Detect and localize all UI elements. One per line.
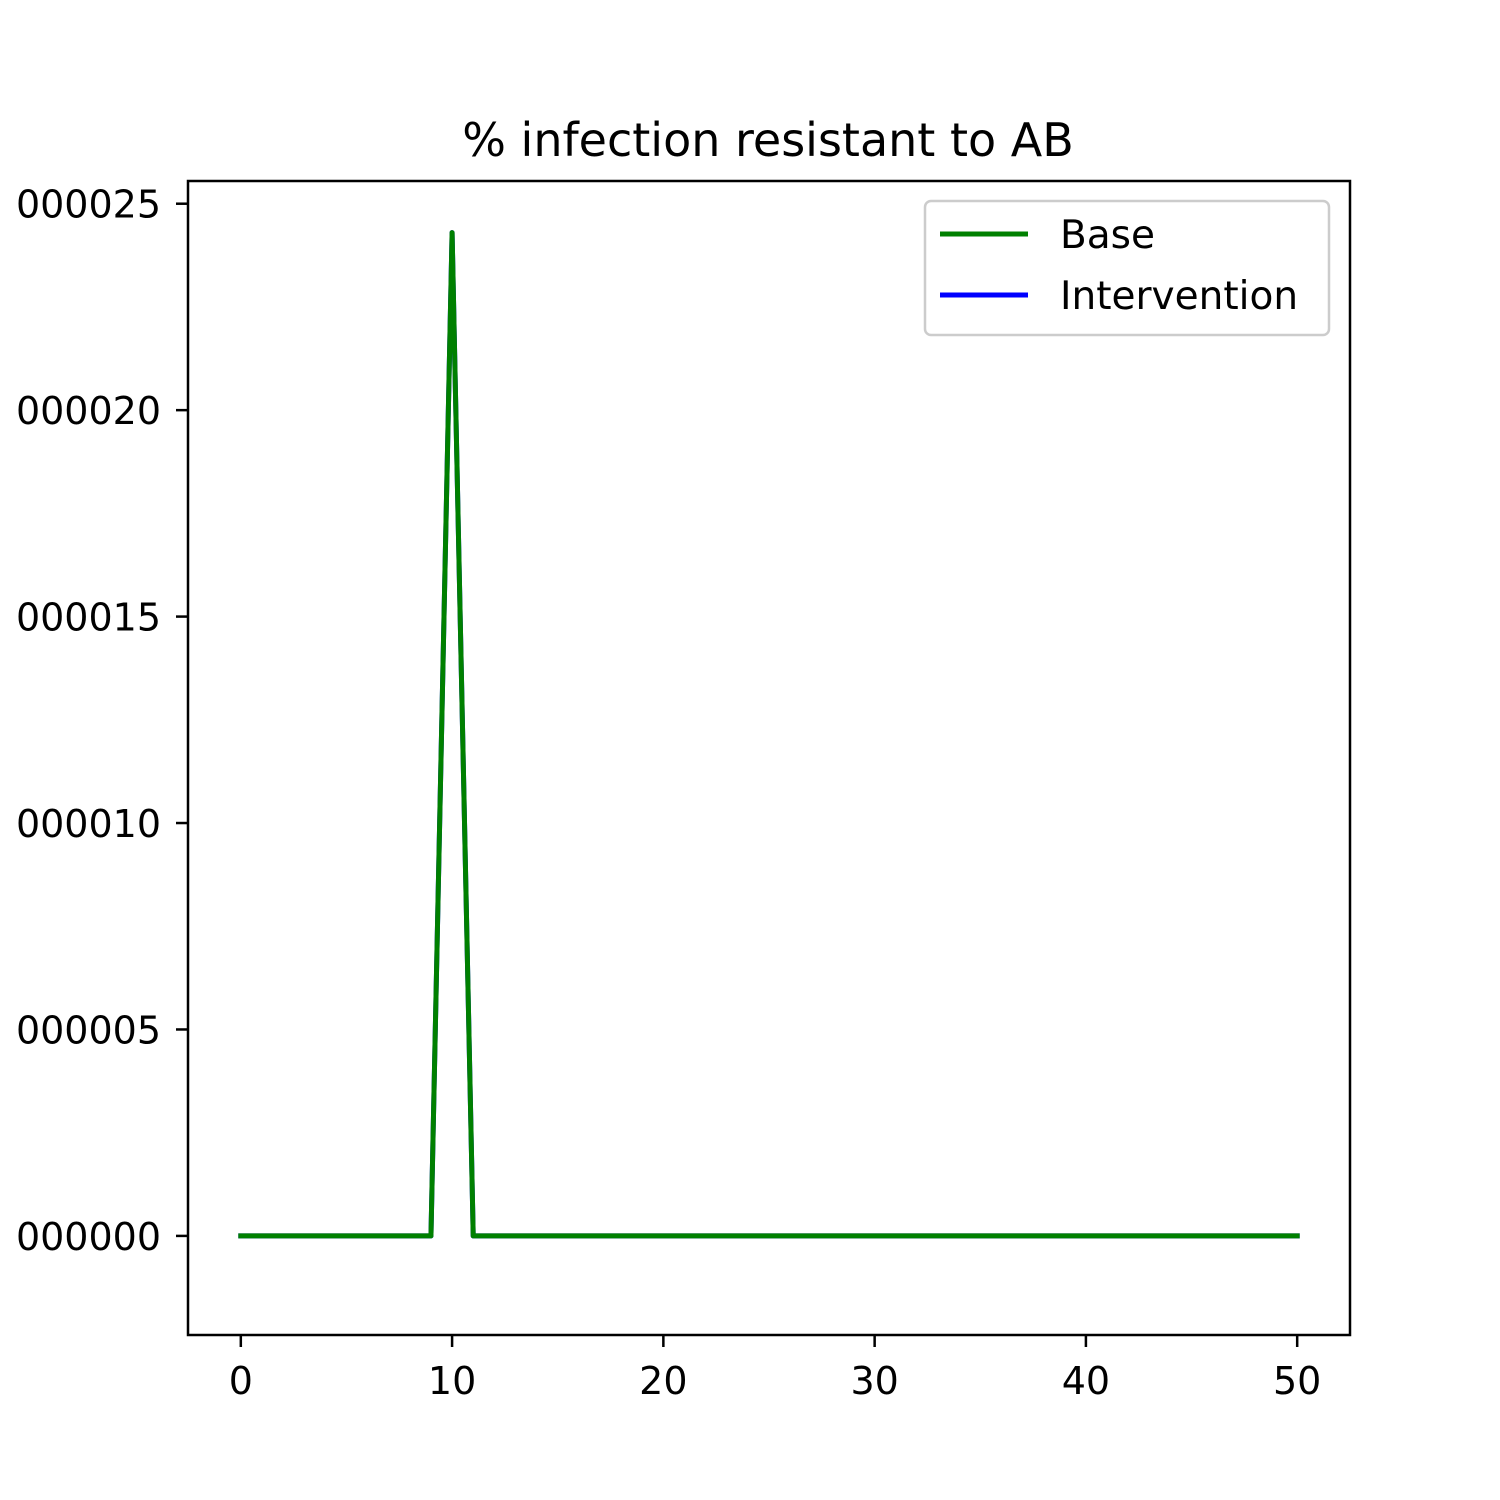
- y-tick-label: 000015: [16, 596, 161, 640]
- y-tick-label: 000005: [16, 1008, 161, 1052]
- chart-title: % infection resistant to AB: [462, 113, 1074, 167]
- x-tick-label: 20: [639, 1359, 687, 1403]
- legend-label-base: Base: [1060, 213, 1155, 258]
- series-layer: [238, 230, 1300, 1239]
- x-tick-label: 50: [1273, 1359, 1321, 1403]
- y-tick-label: 000025: [16, 183, 161, 227]
- series-line-base: [238, 230, 1300, 1239]
- y-tick-label: 000010: [16, 802, 161, 846]
- y-tick-label: 000000: [16, 1215, 161, 1259]
- plot-area: [188, 181, 1350, 1335]
- x-tick-label: 40: [1062, 1359, 1110, 1403]
- legend-label-intervention: Intervention: [1060, 274, 1298, 319]
- x-tick-label: 0: [229, 1359, 253, 1403]
- x-tick-label: 30: [850, 1359, 898, 1403]
- y-tick-label: 000020: [16, 389, 161, 433]
- x-axis: 0 10 20 30 40 50: [229, 1335, 1321, 1403]
- legend: Base Intervention: [923, 199, 1331, 337]
- legend-items: Base Intervention: [940, 213, 1298, 319]
- x-tick-label: 10: [428, 1359, 476, 1403]
- y-axis: 000000 000005 000010 000015 000020 000025: [16, 183, 188, 1259]
- axes-frame: [186, 179, 1352, 1337]
